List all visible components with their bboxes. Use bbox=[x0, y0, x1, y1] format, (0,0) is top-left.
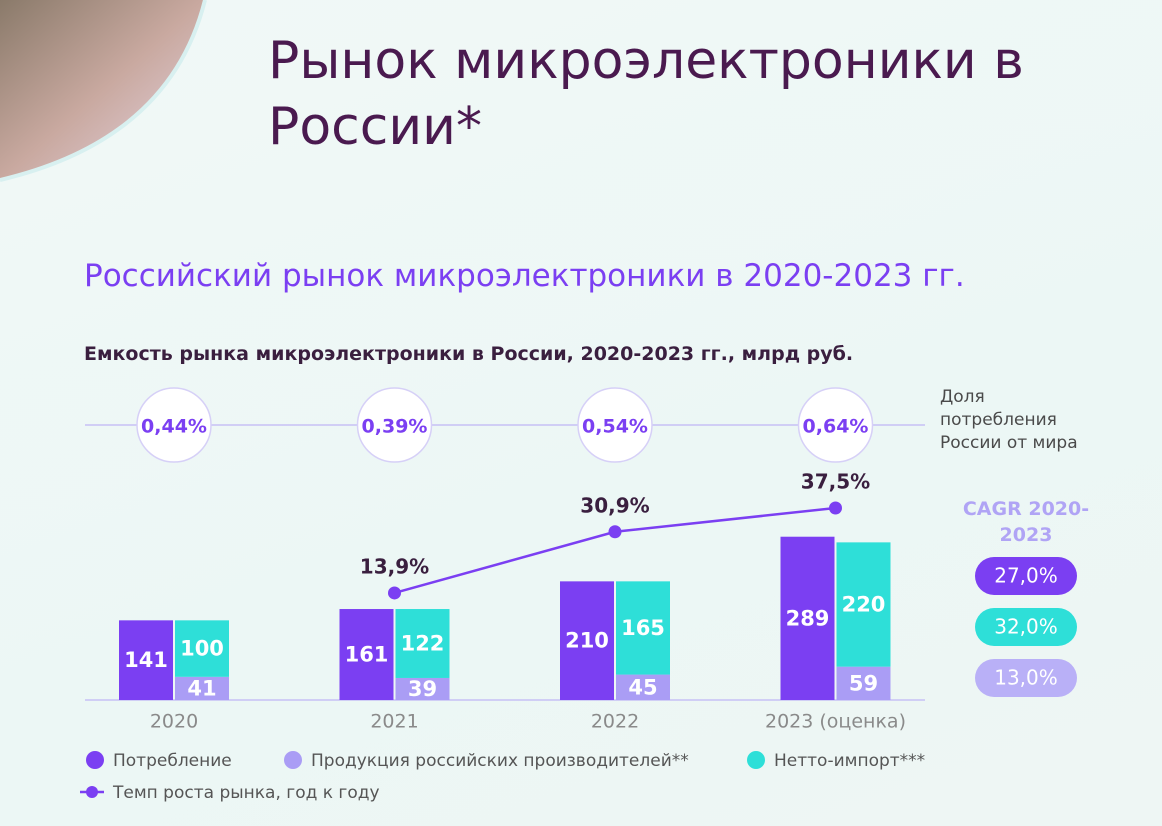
bar-label: 100 bbox=[180, 637, 224, 661]
cagr-label: 13,0% bbox=[994, 666, 1058, 690]
wafer-decoration bbox=[0, 0, 205, 180]
bar bbox=[780, 536, 835, 700]
legend-label: Потребление bbox=[113, 751, 232, 771]
share-label: 0,64% bbox=[803, 416, 869, 438]
bar bbox=[175, 676, 229, 700]
legend-marker bbox=[747, 751, 765, 769]
x-tick-label: 2020 bbox=[150, 711, 198, 733]
cagr-pill bbox=[975, 608, 1077, 646]
growth-line bbox=[394, 506, 836, 595]
chart-title: Емкость рынка микроэлектроники в России,… bbox=[84, 343, 854, 365]
bar bbox=[616, 581, 670, 675]
legend-label: Продукция российских производителей** bbox=[311, 751, 689, 771]
bar-label: 289 bbox=[786, 606, 830, 630]
legend-marker bbox=[86, 751, 104, 769]
cagr-pill bbox=[975, 557, 1077, 595]
bar-label: 161 bbox=[345, 643, 389, 667]
bar bbox=[836, 542, 891, 667]
share-circle bbox=[577, 387, 653, 463]
bar-label: 39 bbox=[408, 677, 437, 701]
x-tick-label: 2023 (оценка) bbox=[765, 711, 906, 733]
subtitle: Российский рынок микроэлектроники в 2020… bbox=[84, 258, 965, 294]
growth-label: 37,5% bbox=[801, 470, 870, 494]
bar bbox=[395, 677, 450, 700]
growth-point bbox=[829, 501, 842, 515]
legend-label: Темп роста рынка, год к году bbox=[112, 783, 380, 803]
page-title: Рынок микроэлектроники в России* bbox=[268, 31, 1024, 157]
cagr-pill bbox=[975, 659, 1077, 697]
bar-label: 165 bbox=[621, 616, 665, 640]
share-label: 0,54% bbox=[582, 416, 648, 438]
cagr-label: 27,0% bbox=[994, 564, 1058, 588]
bar bbox=[616, 674, 670, 700]
x-tick-label: 2021 bbox=[370, 711, 418, 733]
bar bbox=[395, 609, 450, 678]
x-tick-label: 2022 bbox=[591, 711, 639, 733]
bar bbox=[175, 620, 229, 677]
bar bbox=[560, 581, 614, 700]
legend-marker bbox=[86, 786, 98, 798]
bar-label: 45 bbox=[628, 675, 657, 699]
cagr-label: 32,0% bbox=[994, 615, 1058, 639]
legend-label: Нетто-импорт*** bbox=[774, 751, 925, 771]
bar-label: 220 bbox=[842, 593, 886, 617]
wafer-edge bbox=[0, 0, 207, 182]
growth-point bbox=[388, 586, 401, 600]
share-circle bbox=[797, 387, 874, 463]
share-circle bbox=[136, 387, 212, 463]
bar bbox=[836, 666, 891, 700]
share-label: Доля потребления России от мира bbox=[940, 387, 1078, 453]
legend-marker bbox=[284, 751, 302, 769]
growth-label: 13,9% bbox=[360, 554, 429, 578]
bar bbox=[339, 609, 394, 700]
share-label: 0,44% bbox=[141, 416, 207, 438]
bar-label: 141 bbox=[124, 648, 168, 672]
cagr-title: CAGR 2020-2023 bbox=[962, 498, 1090, 546]
bar bbox=[119, 620, 173, 700]
growth-point bbox=[608, 525, 622, 539]
bar-label: 59 bbox=[849, 671, 878, 695]
share-circle bbox=[356, 387, 433, 463]
bar-label: 41 bbox=[187, 676, 216, 700]
share-label: 0,39% bbox=[362, 416, 428, 438]
growth-label: 30,9% bbox=[580, 493, 649, 517]
bar-label: 210 bbox=[565, 629, 609, 653]
bar-label: 122 bbox=[401, 632, 445, 656]
